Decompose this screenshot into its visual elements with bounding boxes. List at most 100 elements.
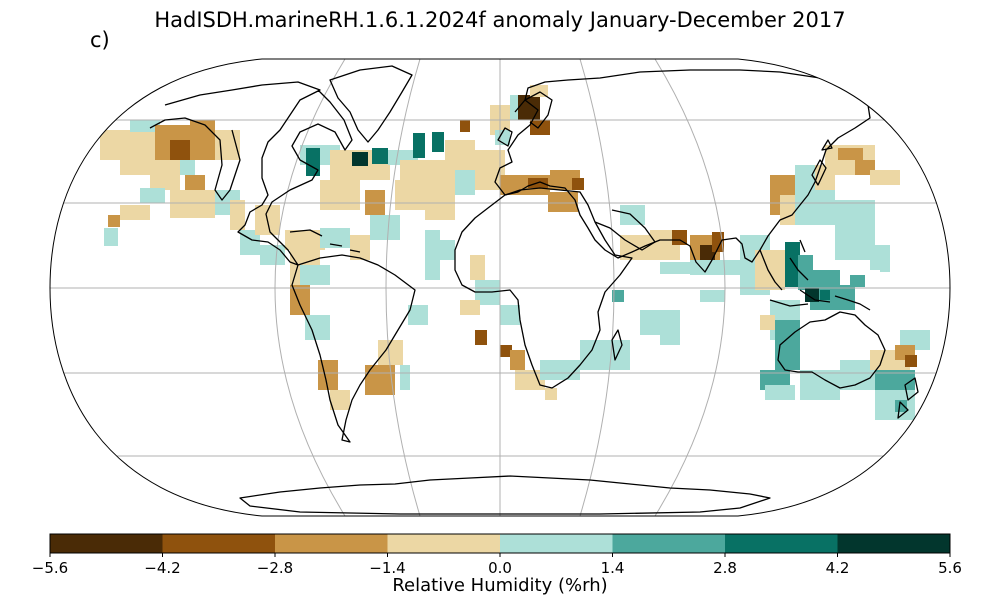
anomaly-cell [850, 275, 865, 287]
anomaly-cell [120, 205, 150, 220]
colorbar-tick-label: −4.2 [144, 559, 180, 577]
anomaly-cell [475, 330, 487, 345]
anomaly-cell [330, 390, 350, 410]
anomaly-cell [290, 285, 310, 315]
colorbar-tick-label: 1.4 [601, 559, 625, 577]
anomaly-cell [690, 260, 740, 275]
anomaly-cell [515, 370, 545, 390]
anomaly-cell [545, 388, 557, 400]
graticule [50, 59, 950, 516]
anomaly-cell [518, 95, 540, 120]
coastlines [149, 65, 919, 515]
anomaly-cell [170, 190, 215, 218]
coast-scandinavia [514, 91, 553, 129]
colorbar-segment [500, 534, 613, 553]
panel-label: c) [90, 28, 110, 52]
anomaly-cell [260, 245, 285, 265]
colorbar-tick-label: −5.6 [32, 559, 68, 577]
coast-australia [777, 311, 886, 389]
anomaly-cell [500, 305, 520, 325]
anomaly-cell [612, 290, 624, 302]
lon-line-60e [579, 59, 615, 516]
coast-new-zealand [897, 377, 919, 419]
anomaly-cell [835, 285, 855, 310]
anomaly-cell [425, 180, 455, 220]
colorbar-segment [162, 534, 276, 553]
anomaly-cell [305, 315, 330, 340]
colorbar-segment [837, 534, 951, 553]
map-boundary [49, 58, 951, 517]
anomaly-cell [306, 148, 320, 176]
coast-greenland [329, 65, 413, 143]
anomaly-cell [352, 152, 368, 166]
colorbar-segment [725, 534, 838, 553]
anomaly-cell [455, 170, 475, 195]
lon-line-60w [385, 59, 421, 516]
anomaly-cell [320, 180, 360, 210]
anomaly-cell [408, 305, 428, 325]
anomaly-grid-cells [100, 85, 930, 420]
anomaly-cell [370, 215, 400, 240]
anomaly-cell [285, 230, 325, 250]
anomaly-cell [320, 228, 350, 248]
anomaly-cell [805, 288, 819, 302]
anomaly-cell [350, 235, 370, 260]
anomaly-cell [495, 130, 510, 145]
anomaly-cell [318, 360, 338, 390]
coast-south-america [291, 254, 416, 443]
chart-title: HadISDH.marineRH.1.6.1.2024f anomaly Jan… [154, 8, 846, 32]
anomaly-cell [400, 365, 410, 390]
anomaly-cell [500, 345, 512, 357]
anomaly-cell [470, 255, 485, 280]
anomaly-cell [104, 228, 118, 246]
anomaly-cell [190, 120, 215, 160]
anomaly-cell [395, 180, 425, 210]
anomaly-cell [785, 242, 800, 287]
anomaly-cell [170, 140, 190, 160]
anomaly-cell [432, 132, 444, 152]
coast-africa [454, 187, 633, 389]
anomaly-cell [100, 130, 160, 160]
anomaly-cell [660, 330, 680, 345]
coast-madagascar [611, 329, 623, 361]
anomaly-cell [620, 205, 645, 225]
anomaly-cell [755, 250, 785, 290]
anomaly-cell [765, 385, 795, 400]
anomaly-cell [460, 120, 470, 132]
colorbar-segment [387, 534, 501, 553]
coast-antarctica [239, 475, 771, 515]
coast-arabia [594, 209, 656, 251]
anomaly-cell [540, 360, 580, 380]
anomaly-cell [820, 290, 830, 300]
anomaly-cell [180, 160, 195, 175]
anomaly-cell [372, 148, 388, 164]
colorbar-segment [50, 534, 163, 553]
coast-caribbean [289, 229, 361, 253]
map-area [50, 59, 950, 516]
anomaly-cell [140, 188, 165, 203]
anomaly-cell [413, 133, 425, 158]
anomaly-cell [895, 400, 907, 412]
anomaly-cell [548, 192, 578, 212]
lon-line-120w [274, 59, 346, 516]
colorbar-tick-label: 0.0 [488, 559, 512, 577]
coast-north-america [149, 81, 353, 266]
anomaly-cell [440, 240, 455, 260]
anomaly-cell [120, 160, 180, 175]
anomaly-cell [530, 120, 550, 135]
colorbar-segment [275, 534, 388, 553]
anomaly-cell [775, 320, 800, 370]
coast-japan [811, 139, 833, 186]
anomaly-cell [378, 340, 403, 365]
colorbar-segment [612, 534, 726, 553]
anomaly-cell [712, 232, 724, 252]
anomaly-cell [660, 262, 690, 274]
anomaly-cell [300, 265, 330, 285]
anomaly-cell [838, 148, 863, 160]
colorbar: −5.6 −4.2 −2.8 −1.4 0.0 1.4 2.8 4.2 5.6 [32, 533, 962, 577]
colorbar-tick-label: −2.8 [257, 559, 293, 577]
anomaly-cell [108, 215, 120, 227]
anomaly-cell [460, 300, 480, 315]
colorbar-tick-label: 5.6 [938, 559, 962, 577]
